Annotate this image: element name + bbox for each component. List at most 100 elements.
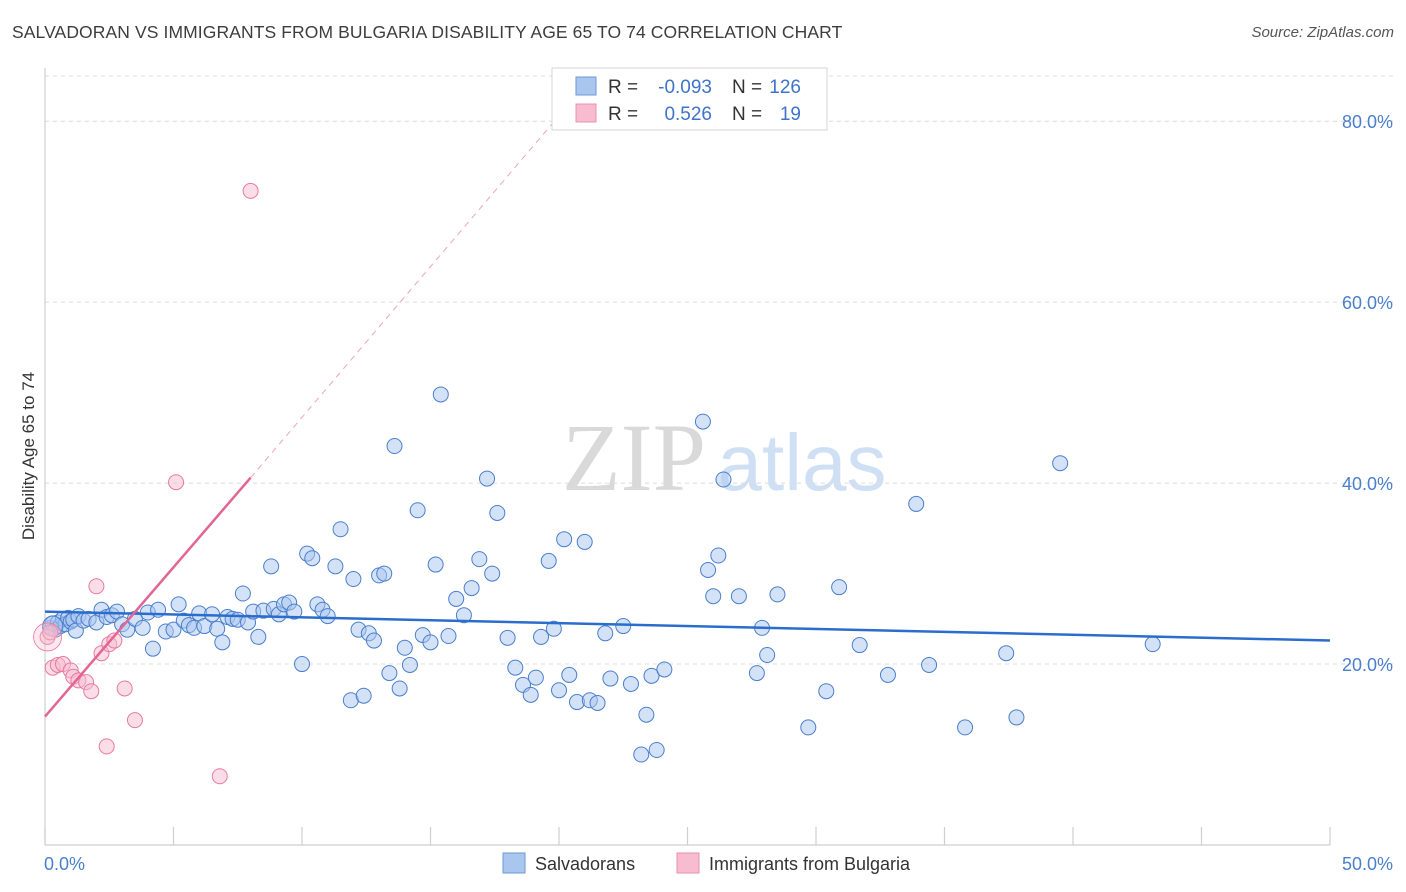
salvadorans-point	[345, 571, 362, 588]
salvadorans-point	[484, 565, 501, 582]
legend-r-label: R =	[608, 104, 638, 125]
salvadorans-point	[304, 550, 321, 567]
series-legend: Salvadorans Immigrants from Bulgaria	[502, 852, 911, 874]
salvadorans-point	[759, 647, 776, 664]
salvadorans-point	[622, 675, 639, 692]
salvadorans-trend-line	[44, 610, 1331, 642]
y-axis-label: Disability Age 65 to 74	[19, 372, 38, 540]
legend-swatch-bulgaria	[575, 103, 597, 123]
legend-r-value: 0.526	[664, 104, 712, 125]
salvadorans-point	[1144, 636, 1161, 653]
salvadorans-point	[396, 639, 413, 656]
salvadorans-point	[602, 670, 619, 687]
salvadorans-point	[471, 551, 488, 568]
salvadorans-point	[615, 618, 632, 635]
salvadorans-point	[365, 632, 382, 649]
bulgaria-point	[168, 474, 185, 491]
salvadorans-point	[134, 619, 151, 636]
legend-r-value: -0.093	[658, 77, 712, 98]
gridlines	[45, 75, 1393, 665]
salvadorans-point	[700, 561, 717, 578]
salvadorans-point	[170, 596, 187, 613]
watermark-atlas: atlas	[718, 418, 887, 507]
series-label-salvadorans: Salvadorans	[535, 854, 635, 874]
legend-n-label: N =	[732, 77, 762, 98]
salvadorans-point	[633, 746, 650, 763]
salvadorans-point	[715, 471, 732, 488]
trend-lines	[44, 115, 1331, 718]
salvadorans-point	[769, 586, 786, 603]
salvadorans-point	[209, 620, 226, 637]
salvadorans-point	[589, 694, 606, 711]
salvadorans-point	[851, 637, 868, 654]
legend-n-value: 126	[769, 77, 801, 98]
y-tick-label: 60.0%	[1342, 293, 1393, 313]
x-tick-labels: 0.0% 50.0%	[44, 854, 1393, 874]
salvadorans-point	[263, 558, 280, 575]
salvadorans-point	[800, 719, 817, 736]
salvadorans-point	[545, 620, 562, 637]
salvadorans-point	[463, 580, 480, 597]
bulgaria-point	[33, 622, 62, 652]
salvadorans-point	[448, 590, 465, 607]
series-swatch-salvadorans	[502, 852, 526, 874]
salvadorans-point	[818, 683, 835, 700]
salvadorans-point	[432, 386, 449, 403]
chart-title: SALVADORAN VS IMMIGRANTS FROM BULGARIA D…	[12, 22, 843, 42]
salvadorans-point	[479, 470, 496, 487]
salvadorans-point	[489, 504, 506, 521]
salvadorans-point	[391, 680, 408, 697]
salvadorans-point	[381, 665, 398, 682]
bulgaria-point	[106, 632, 123, 649]
series-swatch-bulgaria	[676, 852, 700, 874]
salvadorans-point	[422, 634, 439, 651]
legend-n-label: N =	[732, 104, 762, 125]
legend-n-value: 19	[780, 104, 801, 125]
bulgaria-point	[88, 578, 105, 595]
source-label: Source: ZipAtlas.com	[1251, 24, 1394, 41]
salvadorans-point	[730, 588, 747, 605]
y-tick-labels: 20.0% 40.0% 60.0% 80.0%	[1342, 112, 1393, 675]
salvadorans-point	[427, 556, 444, 573]
salvadorans-point	[831, 579, 848, 596]
salvadorans-point	[294, 656, 310, 673]
salvadorans-point	[540, 552, 557, 569]
salvadorans-point	[648, 742, 665, 759]
salvadorans-point	[556, 531, 573, 548]
x-tick-label: 0.0%	[44, 854, 85, 874]
salvadorans-point	[332, 521, 349, 538]
salvadorans-point	[576, 533, 593, 550]
bulgaria-point	[126, 712, 143, 729]
salvadorans-point	[409, 502, 426, 519]
salvadorans-point	[656, 661, 673, 678]
salvadorans-point	[455, 607, 472, 624]
salvadorans-point	[214, 634, 231, 651]
bulgaria-point	[98, 738, 115, 755]
salvadorans-point	[551, 682, 567, 699]
y-tick-label: 20.0%	[1342, 655, 1393, 675]
salvadorans-point	[499, 629, 516, 646]
salvadorans-point	[401, 656, 418, 673]
y-tick-label: 80.0%	[1342, 112, 1393, 132]
legend-swatch-salvadorans	[575, 76, 597, 96]
salvadorans-point	[376, 565, 393, 582]
legend-box	[551, 67, 828, 131]
salvadorans-point	[908, 495, 925, 512]
salvadorans-point	[165, 621, 182, 638]
bulgaria-point	[116, 680, 133, 697]
salvadorans-point	[1008, 709, 1025, 726]
salvadorans-point	[694, 413, 711, 430]
salvadorans-point	[286, 603, 303, 620]
bulgaria-point	[242, 182, 259, 199]
salvadorans-point	[705, 588, 722, 605]
y-tick-label: 40.0%	[1342, 474, 1393, 494]
watermark: ZIP atlas	[562, 404, 886, 511]
salvadorans-point	[643, 667, 660, 684]
salvadorans-point	[597, 625, 614, 642]
salvadorans-point	[319, 608, 336, 625]
salvadorans-point	[1052, 455, 1069, 472]
bulgaria-point	[211, 768, 228, 785]
watermark-zip: ZIP	[562, 404, 706, 511]
bulgaria-point	[42, 624, 59, 641]
